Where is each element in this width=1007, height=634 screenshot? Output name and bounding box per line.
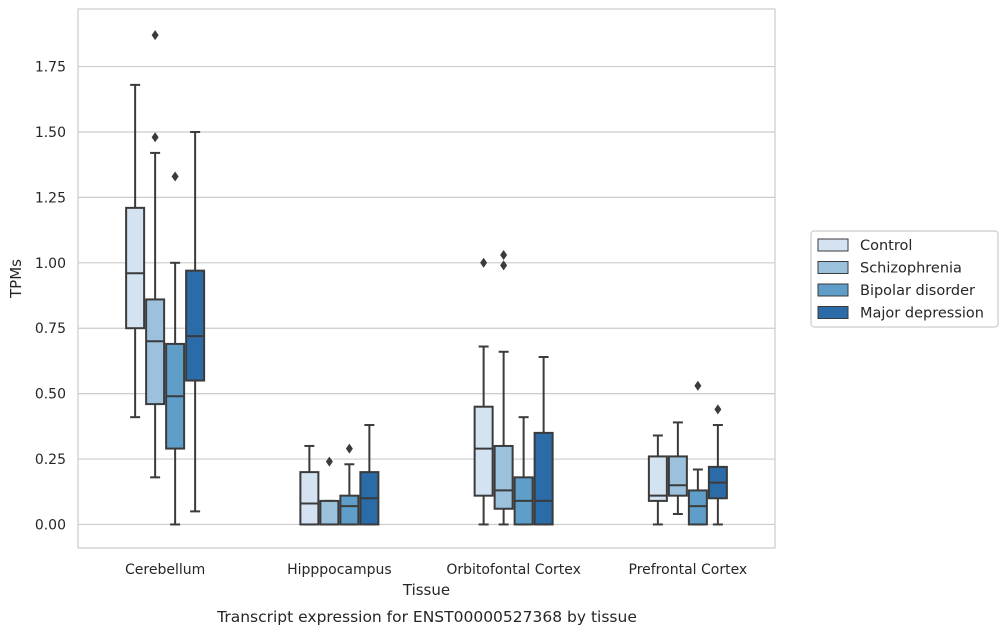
box-major-depression [707, 404, 728, 526]
box-bipolar-disorder [165, 171, 186, 526]
iqr-box [647, 455, 668, 502]
y-tick-label: 0.25 [35, 452, 66, 468]
iqr-box [299, 471, 320, 526]
iqr-box [319, 499, 340, 526]
box-bipolar-disorder [339, 443, 360, 526]
box-control [125, 83, 146, 419]
outlier-point [151, 30, 159, 41]
box-bipolar-disorder [513, 416, 534, 526]
legend-swatch [817, 283, 849, 297]
legend: Control Schizophrenia Bipolar disorder Majo… [810, 230, 999, 328]
y-tick-label: 0.50 [35, 387, 66, 403]
y-tick-labels: 0.00 0.25 0.50 0.75 1.00 1.25 1.50 1.75 [35, 60, 66, 534]
legend-swatch [817, 261, 849, 274]
x-tick-label: Orbitofontal Cortex [446, 562, 581, 578]
legend-label: Schizophrenia [860, 261, 962, 277]
box-major-depression [533, 355, 554, 526]
y-tick-label: 1.50 [35, 125, 66, 141]
legend-label: Control [860, 238, 912, 254]
y-tick-label: 1.00 [35, 256, 66, 272]
outlier-point [500, 260, 508, 271]
legend-label: Major depression [860, 306, 984, 322]
outlier-point [714, 404, 722, 415]
box-series-layer [125, 30, 728, 526]
x-tick-labels: Cerebellum Hipppocampus Orbitofontal Corte… [125, 562, 747, 578]
outlier-point [151, 132, 159, 143]
box-bipolar-disorder [687, 380, 708, 526]
outlier-point [500, 249, 508, 260]
iqr-box [493, 444, 514, 510]
legend-label: Bipolar disorder [860, 283, 975, 299]
x-tick-label: Prefrontal Cortex [629, 562, 748, 578]
x-axis-label: Tissue [402, 581, 450, 599]
iqr-box [533, 431, 554, 526]
y-axis-label: TPMs [7, 259, 25, 299]
iqr-box [687, 489, 708, 526]
chart-caption: Transcript expression for ENST0000052736… [216, 608, 637, 626]
iqr-box [473, 405, 494, 497]
iqr-box [185, 269, 206, 382]
box-schizophrenia [145, 30, 166, 479]
iqr-box [145, 298, 166, 406]
outlier-point [345, 443, 353, 454]
iqr-box [125, 206, 146, 330]
x-tick-label: Cerebellum [125, 562, 205, 578]
iqr-box [339, 494, 360, 526]
box-schizophrenia [667, 421, 688, 515]
legend-swatch [817, 306, 849, 319]
outlier-point [171, 171, 179, 182]
box-control [473, 257, 494, 526]
outlier-point [480, 257, 488, 268]
box-control [299, 444, 320, 526]
box-major-depression [359, 424, 380, 526]
plot-area-frame [77, 8, 776, 549]
box-control [647, 434, 668, 526]
y-tick-label: 0.75 [35, 321, 66, 337]
legend-frame [810, 230, 999, 328]
box-schizophrenia [319, 456, 340, 526]
y-tick-label: 0.00 [35, 517, 66, 533]
outlier-point [694, 380, 702, 391]
legend-swatch [817, 238, 849, 252]
y-tick-label: 1.75 [35, 60, 66, 76]
y-tick-label: 1.25 [35, 190, 66, 206]
box-schizophrenia [493, 249, 514, 526]
x-tick-label: Hipppocampus [287, 562, 392, 578]
box-major-depression [185, 130, 206, 513]
outlier-point [325, 456, 333, 467]
iqr-box [667, 455, 688, 497]
